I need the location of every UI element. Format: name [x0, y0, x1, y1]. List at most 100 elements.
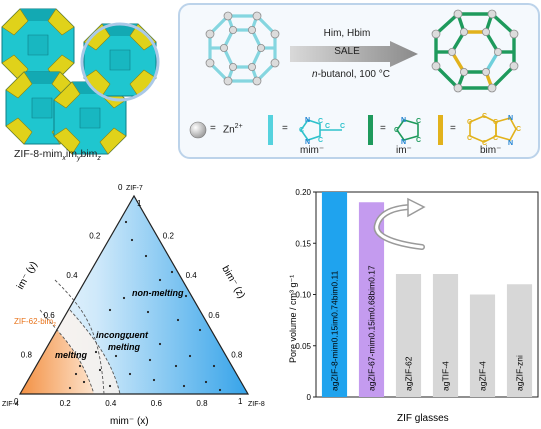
svg-text:C: C: [325, 123, 330, 130]
ternary-data-point: [124, 220, 128, 224]
ternary-data-point: [188, 354, 192, 358]
ternary-data-point: [122, 296, 126, 300]
ternary-data-point: [78, 364, 82, 368]
ternary-data-point: [182, 384, 186, 388]
ternary-data-point: [68, 386, 72, 390]
ternary-data-point: [218, 388, 222, 392]
im-equals: =: [380, 123, 386, 134]
conditions-label: n-butanol, 100 °C: [312, 69, 390, 80]
bar-label-3: agTIF-4: [441, 361, 451, 391]
x-axis-title: ZIF glasses: [397, 413, 449, 424]
ternary-data-point: [108, 384, 112, 388]
bar-5: [506, 284, 533, 397]
y-tick-label: 0: [307, 393, 312, 402]
ternary-data-point: [108, 308, 112, 312]
ternary-data-point: [74, 372, 78, 376]
zn-ion-icon: [189, 121, 207, 139]
ternary-data-point: [158, 342, 162, 346]
ternary-data-point: [82, 380, 86, 384]
region-melting-label: melting: [55, 350, 88, 360]
ternary-data-point: [152, 378, 156, 382]
ternary-left-tick: 0.2: [89, 232, 101, 241]
bar-label-2: agZIF-62: [404, 356, 414, 391]
right-axis-title: bim⁻ (z): [219, 264, 246, 301]
bar-3: [432, 274, 459, 397]
svg-text:N: N: [305, 117, 310, 124]
ternary-data-point: [94, 350, 98, 354]
reaction-arrow: [290, 41, 418, 67]
ternary-bottom-tick: 0.2: [60, 399, 72, 408]
svg-text:C: C: [318, 118, 323, 125]
ternary-diagram: 0.20.80.20.40.60.40.60.40.60.80.20.80 11 …: [2, 183, 265, 427]
svg-text:C: C: [482, 113, 487, 120]
region-incongruent-label-2: melting: [108, 342, 141, 352]
zif62-label: ZIF-62-bimz: [14, 317, 56, 328]
svg-text:N: N: [305, 139, 310, 146]
mim-equals: =: [282, 123, 288, 134]
ternary-bottom-tick: 0.4: [105, 399, 117, 408]
ternary-data-point: [158, 278, 162, 282]
ternary-data-point: [128, 372, 132, 376]
ternary-data-point: [198, 328, 202, 332]
ternary-data-point: [170, 270, 174, 274]
ternary-right-tick: 0.8: [231, 350, 243, 359]
mixed-linker-cage-after: [431, 9, 519, 93]
ternary-left-tick: 0.8: [21, 350, 33, 359]
ternary-data-point: [204, 380, 208, 384]
ternary-left-tick: 0.4: [66, 271, 78, 280]
svg-text:N: N: [401, 117, 406, 124]
method-label: SALE: [334, 46, 360, 57]
bar-2: [395, 274, 422, 397]
corner-top-zero: 0: [118, 183, 123, 192]
svg-text:C: C: [416, 137, 421, 144]
ternary-right-tick: 1: [137, 199, 142, 208]
bim-label: bim⁻: [480, 145, 502, 156]
ternary-data-point: [212, 364, 216, 368]
svg-text:N: N: [508, 140, 513, 146]
corner-left-label: ZIF-4: [2, 401, 19, 408]
corner-right-label: ZIF-8: [248, 401, 265, 408]
bar-label-0: agZIF-8-mim0.15im0.74bim0.11: [330, 270, 340, 391]
mim-linker-bar: [268, 115, 273, 145]
ternary-right-tick: 0.6: [208, 311, 220, 320]
zn-equals: =: [210, 123, 216, 134]
svg-text:C: C: [493, 135, 498, 142]
y-axis-title: Pore volume / cm³ g⁻¹: [288, 275, 298, 363]
bar-label-4: agZIF-4: [478, 361, 488, 391]
ternary-bottom-tick: 0.6: [151, 399, 163, 408]
svg-text:C: C: [493, 119, 498, 126]
ternary-data-point: [98, 368, 102, 372]
y-tick-label: 0.20: [295, 188, 311, 197]
svg-text:C: C: [394, 127, 399, 134]
im-label: im⁻: [396, 145, 412, 156]
svg-text:N: N: [508, 115, 513, 122]
ternary-data-point: [130, 238, 134, 242]
svg-text:C: C: [482, 140, 487, 146]
svg-text:C: C: [467, 135, 472, 142]
y-tick-label: 0.05: [295, 342, 311, 351]
bottom-axis-title: mim⁻ (x): [110, 416, 149, 427]
ternary-right-tick: 0.2: [163, 232, 175, 241]
region-nonmelting-label: non-melting: [132, 288, 184, 298]
ternary-left-tick: 0.6: [44, 311, 56, 320]
ternary-data-point: [148, 358, 152, 362]
bim-equals: =: [450, 123, 456, 134]
ternary-data-point: [176, 318, 180, 322]
ternary-bottom-tick: 0: [14, 397, 19, 406]
im-linker-bar: [368, 115, 373, 145]
bar-label-5: agZIF-zni: [515, 355, 525, 391]
mim-label: mim⁻: [300, 145, 325, 156]
bim-linker-bar: [438, 115, 443, 145]
left-axis-title: im⁻ (y): [15, 260, 40, 292]
ternary-data-point: [144, 254, 148, 258]
svg-text:C: C: [516, 126, 521, 133]
ternary-data-point: [174, 364, 178, 368]
pore-volume-chart: agZIF-8-mim0.15im0.74bim0.11 agZIF-67-mim…: [288, 188, 539, 424]
ternary-bottom-tick: 0.8: [196, 399, 208, 408]
svg-text:C: C: [340, 123, 345, 130]
bar-4: [469, 294, 496, 397]
im-molecule-icon: N N C C C: [394, 117, 421, 146]
zif-crystal-illustration: [1, 8, 160, 155]
y-tick-label: 0.15: [295, 239, 311, 248]
